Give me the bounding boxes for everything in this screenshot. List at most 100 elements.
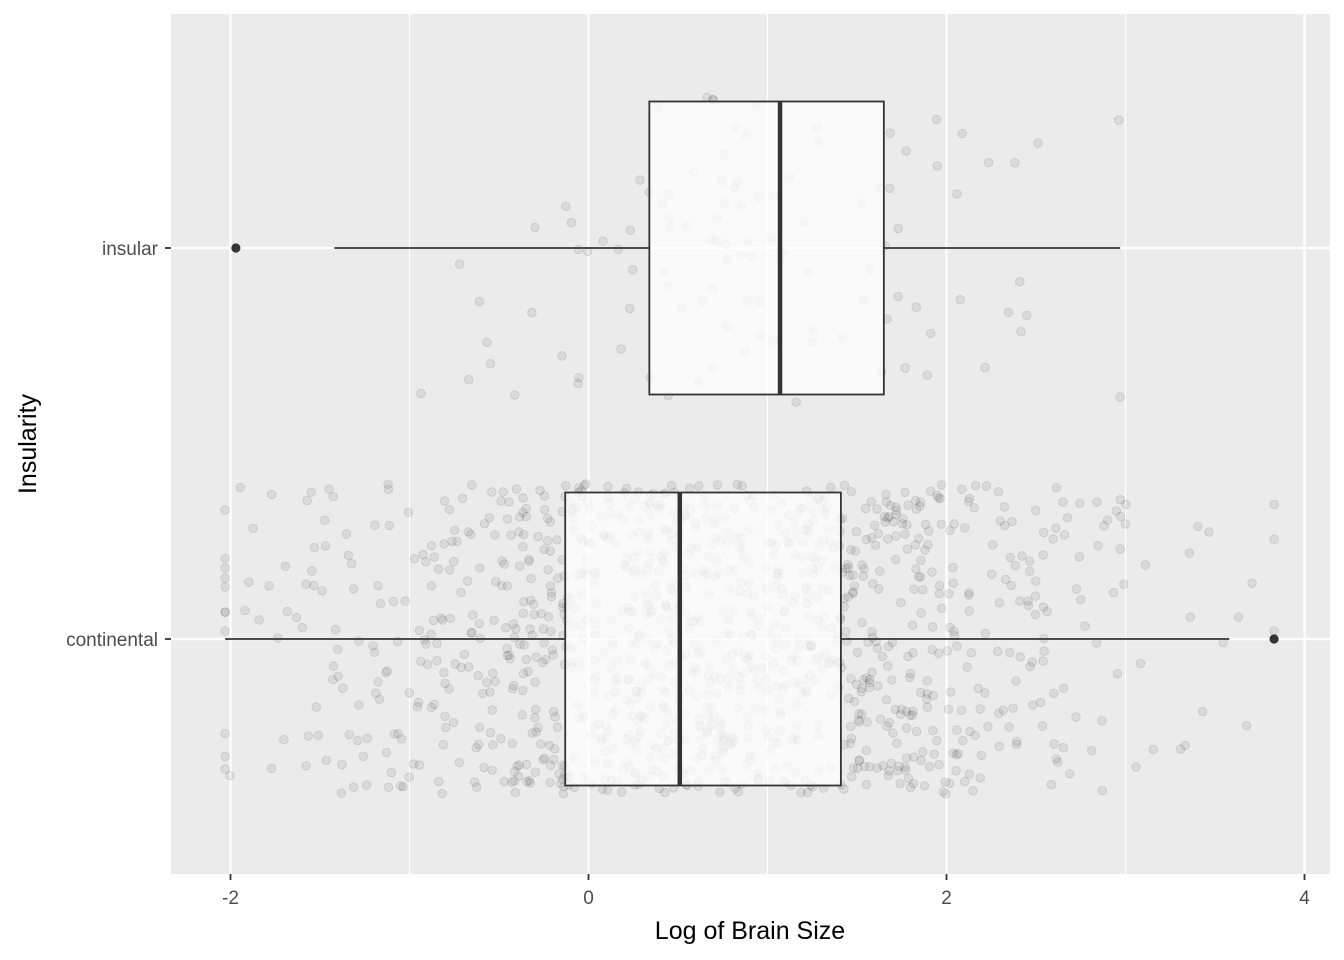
jitter-point [225, 771, 235, 781]
jitter-point [538, 624, 549, 634]
jitter-point [951, 766, 961, 776]
jitter-point [220, 573, 230, 583]
jitter-point [916, 572, 926, 582]
jitter-point [1038, 656, 1048, 666]
jitter-point [980, 688, 990, 698]
x-axis-title: Log of Brain Size [655, 917, 845, 945]
jitter-point [381, 747, 392, 758]
jitter-point [1030, 505, 1041, 516]
jitter-point [1023, 600, 1034, 611]
jitter-point [297, 622, 308, 633]
jitter-point [541, 654, 551, 665]
jitter-point [911, 495, 921, 506]
jitter-point [444, 504, 455, 515]
jitter-point [999, 502, 1010, 512]
jitter-point [1119, 579, 1129, 589]
jitter-point [454, 757, 465, 768]
jitter-point [916, 608, 926, 618]
jitter-point [523, 666, 533, 677]
jitter-point [909, 752, 919, 762]
jitter-point [574, 483, 584, 493]
jitter-point [466, 627, 477, 638]
jitter-point [1075, 498, 1085, 508]
jitter-point [864, 683, 875, 693]
jitter-point [963, 497, 974, 507]
jitter-point [910, 540, 921, 550]
jitter-point [945, 622, 955, 633]
jitter-point [901, 706, 912, 717]
jitter-point [867, 627, 877, 637]
jitter-point [488, 668, 498, 678]
jitter-point [373, 581, 383, 591]
jitter-point [240, 605, 250, 616]
jitter-point [341, 529, 352, 539]
jitter-point [1180, 740, 1190, 751]
jitter-point [925, 486, 936, 496]
jitter-point [454, 259, 465, 269]
jitter-point [375, 599, 386, 609]
jitter-point [931, 114, 942, 125]
jitter-point [923, 540, 933, 550]
jitter-point [884, 512, 894, 522]
jitter-point [328, 661, 339, 671]
jitter-point [625, 225, 636, 235]
jitter-point [603, 481, 613, 492]
jitter-point [898, 513, 908, 524]
jitter-point [502, 514, 513, 524]
jitter-point [733, 787, 743, 797]
jitter-point [914, 533, 924, 544]
jitter-point [1086, 746, 1097, 756]
y-axis-title: Insularity [14, 393, 42, 494]
jitter-point [485, 728, 496, 738]
jitter-point [404, 772, 414, 782]
jitter-point [545, 546, 556, 556]
jitter-point [1012, 739, 1022, 750]
jitter-point [850, 546, 861, 556]
jitter-point [485, 687, 495, 697]
jitter-point [905, 782, 916, 793]
jitter-point [880, 517, 890, 527]
jitter-point [918, 747, 928, 757]
jitter-point [522, 776, 532, 787]
jitter-point [858, 571, 869, 581]
jitter-point [1115, 495, 1126, 505]
jitter-point [490, 676, 500, 687]
jitter-point [1023, 596, 1033, 606]
jitter-point [914, 572, 924, 582]
jitter-point [320, 541, 331, 551]
jitter-point [279, 735, 289, 745]
jitter-point [557, 351, 567, 361]
jitter-point [504, 497, 514, 507]
jitter-point [548, 650, 559, 660]
jitter-point [975, 704, 985, 714]
jitter-point [802, 787, 813, 798]
jitter-point [853, 763, 863, 774]
jitter-point [358, 751, 369, 762]
jitter-point [907, 710, 918, 720]
jitter-point [1115, 544, 1125, 554]
jitter-point [386, 767, 397, 778]
jitter-point [993, 646, 1003, 657]
jitter-point [952, 641, 962, 651]
jitter-point [903, 500, 913, 510]
jitter-point [539, 544, 549, 555]
jitter-point [471, 743, 481, 753]
jitter-point [438, 615, 448, 625]
jitter-point [433, 564, 444, 574]
jitter-point [602, 785, 613, 795]
jitter-point [911, 564, 921, 574]
jitter-point [301, 761, 311, 771]
jitter-point [515, 639, 525, 649]
jitter-point [550, 744, 560, 754]
jitter-point [343, 550, 354, 561]
jitter-point [886, 758, 897, 769]
jitter-point [416, 388, 426, 399]
jitter-point [354, 700, 364, 710]
jitter-point [916, 755, 926, 766]
jitter-point [1135, 658, 1146, 669]
jitter-point [1076, 595, 1086, 605]
jitter-point [514, 760, 525, 770]
jitter-point [918, 585, 928, 595]
jitter-point [439, 496, 450, 506]
jitter-point [1007, 516, 1017, 527]
